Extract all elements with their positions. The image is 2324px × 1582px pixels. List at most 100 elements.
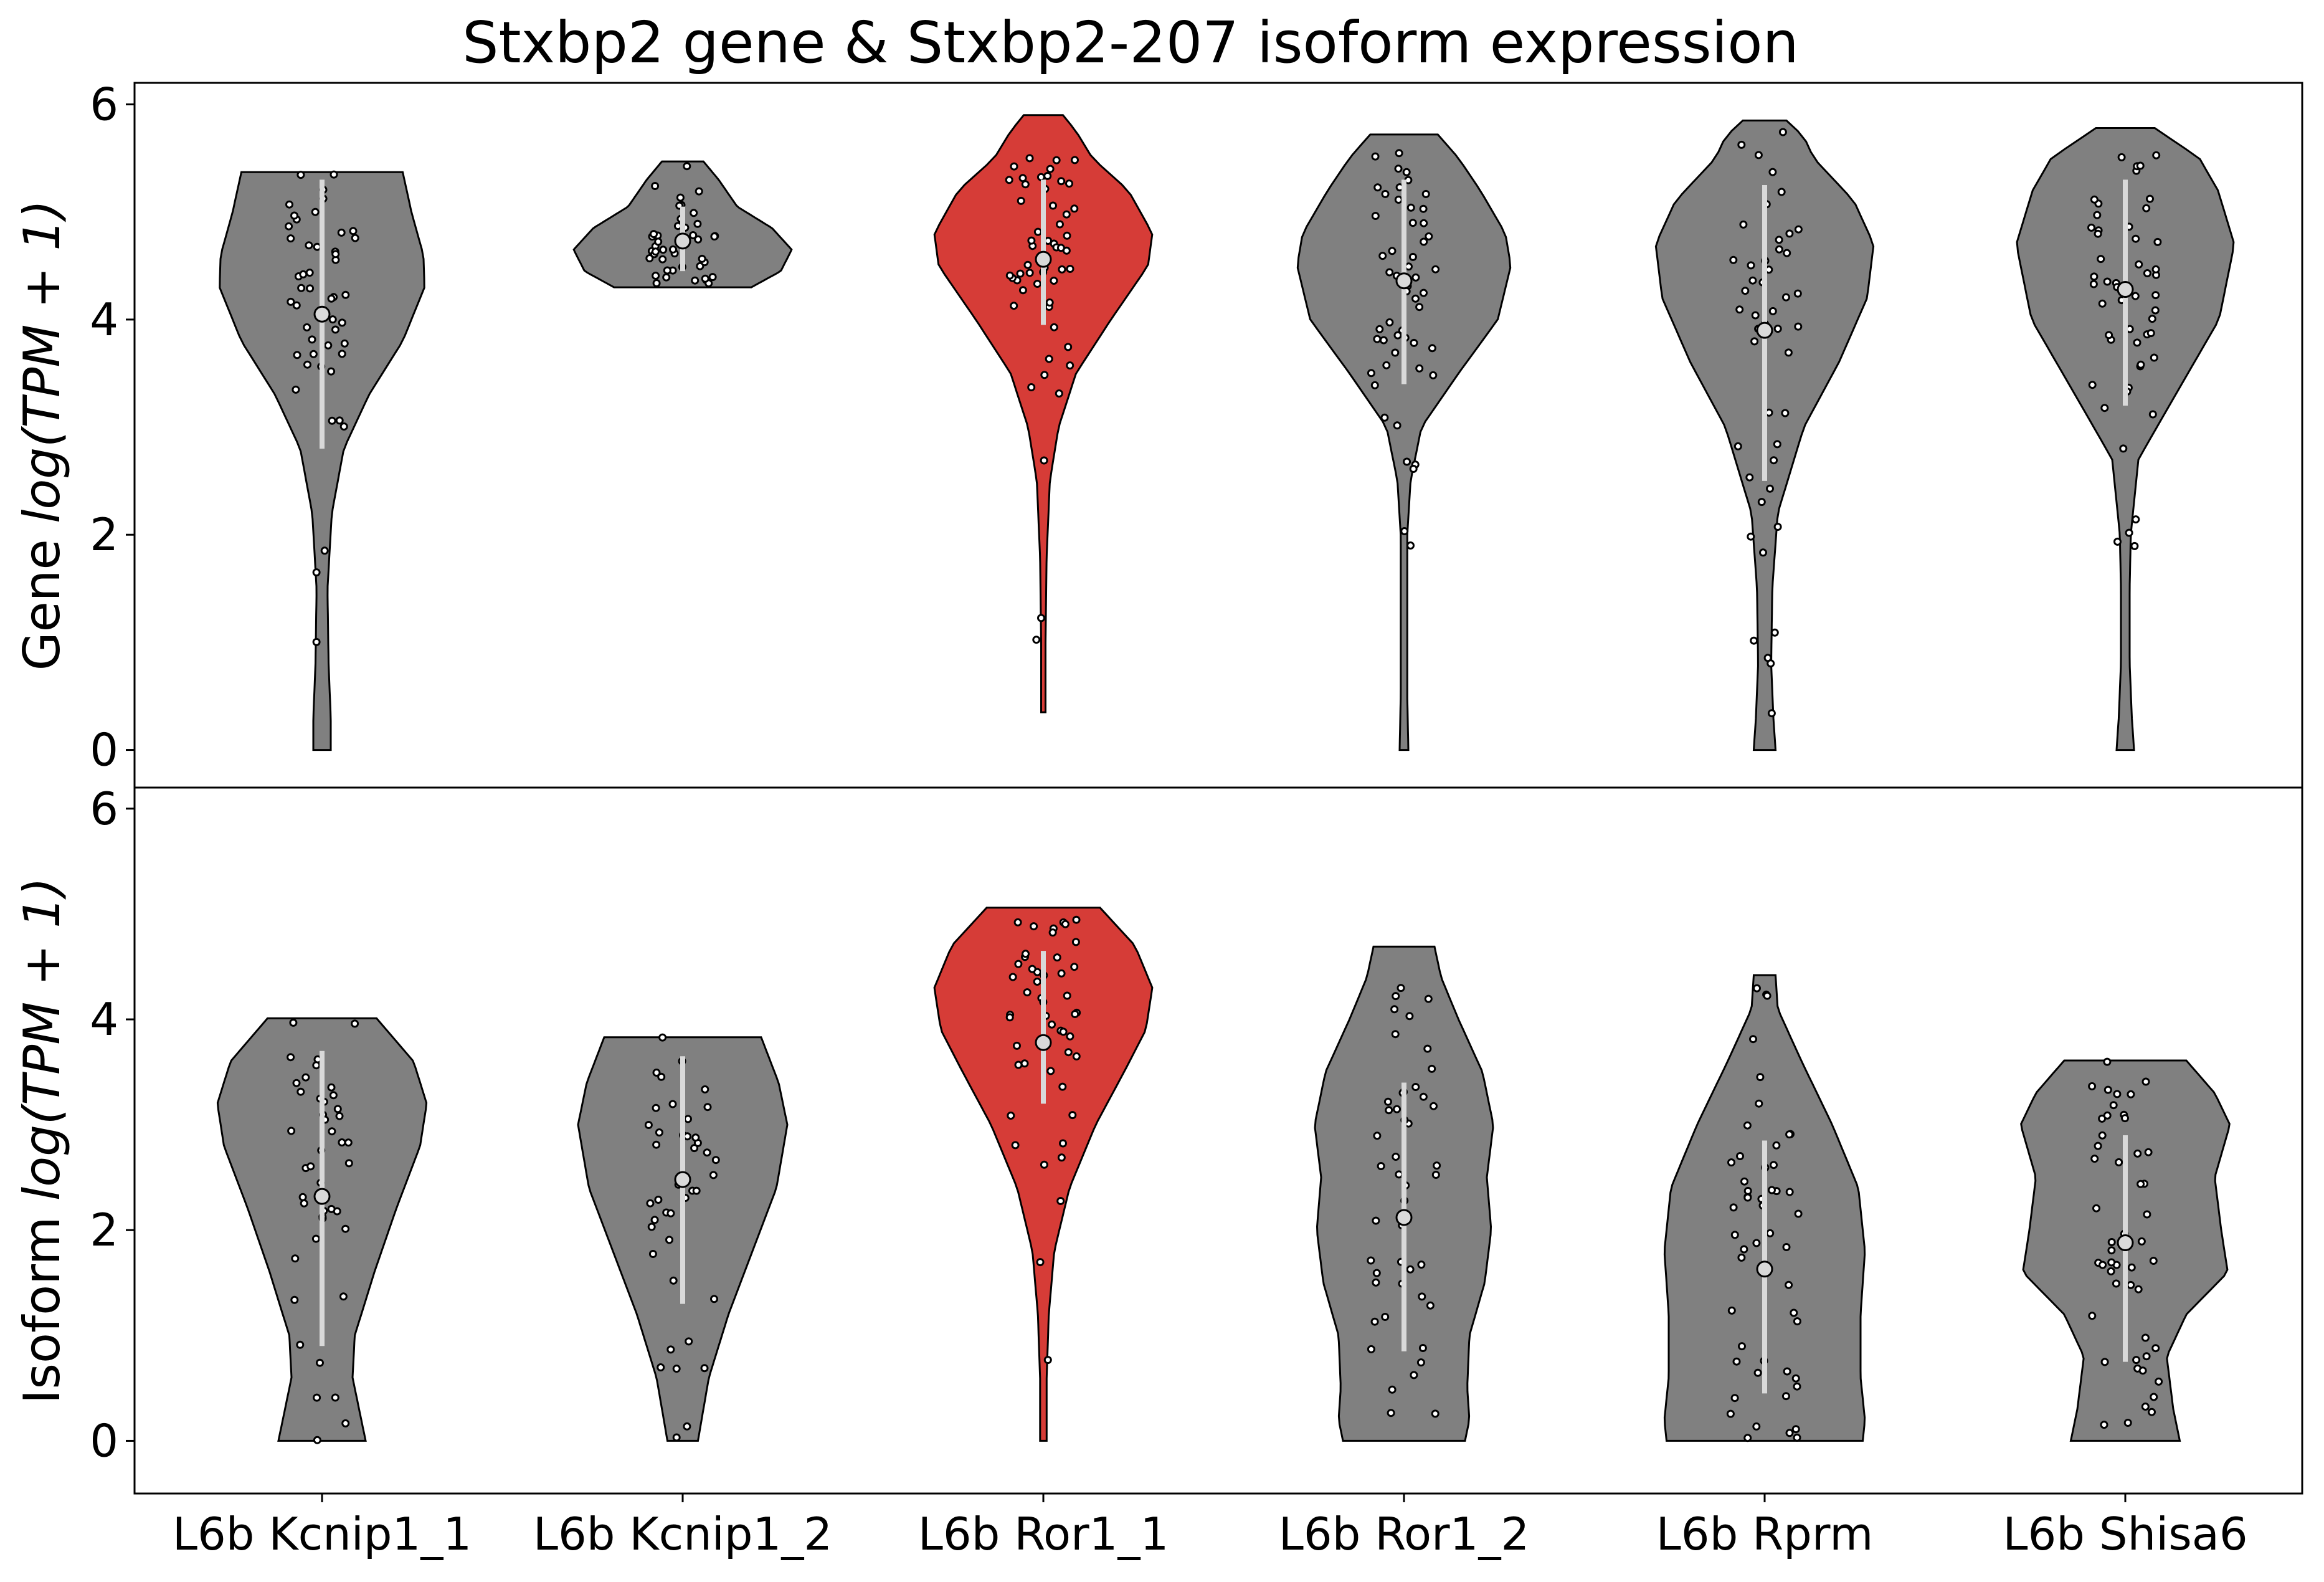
x-tick-label: L6b Kcnip1_1 xyxy=(173,1508,472,1560)
data-point xyxy=(2135,260,2143,269)
data-point xyxy=(1750,636,1758,645)
data-point xyxy=(708,273,717,282)
data-point xyxy=(2137,1237,2146,1246)
data-point xyxy=(1755,1099,1763,1108)
violin-l6b-ror1_2 xyxy=(1296,133,1512,751)
data-point xyxy=(683,162,691,171)
data-point xyxy=(287,234,295,243)
violin-body xyxy=(933,907,1154,1442)
data-point xyxy=(2093,211,2102,219)
data-point xyxy=(351,234,359,242)
data-point xyxy=(1419,204,1428,213)
data-point xyxy=(672,1365,681,1373)
data-point xyxy=(1057,969,1066,978)
data-point xyxy=(1043,1356,1052,1365)
data-point xyxy=(1028,965,1036,973)
data-point xyxy=(327,367,336,376)
data-point xyxy=(650,1216,659,1224)
data-point xyxy=(338,318,346,327)
data-point xyxy=(644,1121,653,1129)
data-point xyxy=(1059,1027,1068,1036)
data-point xyxy=(320,546,329,555)
data-point xyxy=(313,242,321,251)
data-point xyxy=(1057,1153,1066,1162)
data-point xyxy=(691,276,700,285)
data-point xyxy=(308,335,316,344)
violin-l6b-rprm xyxy=(1663,974,1866,1442)
data-point xyxy=(2103,1057,2112,1066)
data-point xyxy=(2137,360,2145,369)
data-point xyxy=(2148,1408,2156,1416)
data-point xyxy=(1409,465,1418,473)
data-point xyxy=(1411,273,1420,282)
data-point xyxy=(2100,404,2109,412)
data-point xyxy=(2141,1333,2150,1342)
data-point xyxy=(2133,1149,2142,1158)
data-point xyxy=(1417,1260,1426,1269)
data-point xyxy=(298,1193,307,1201)
median-marker xyxy=(1035,250,1052,268)
data-point xyxy=(2090,272,2099,281)
data-point xyxy=(329,1091,338,1100)
data-point xyxy=(1737,1253,1746,1262)
data-point xyxy=(1416,1358,1425,1367)
data-point xyxy=(2143,269,2151,277)
data-point xyxy=(301,1073,310,1082)
data-point xyxy=(2088,1312,2097,1320)
median-marker xyxy=(674,232,691,250)
data-point xyxy=(2100,1358,2109,1366)
data-point xyxy=(1393,1105,1402,1113)
axes-frame xyxy=(133,786,2303,1495)
data-point xyxy=(1785,1280,1793,1289)
data-point xyxy=(337,228,346,237)
y-axis-label: Isoform log(TPM + 1) xyxy=(13,877,71,1404)
violin-l6b-kcnip1_1 xyxy=(216,1017,428,1444)
data-point xyxy=(1740,1177,1748,1186)
y-tick-label: 6 xyxy=(90,783,118,835)
data-point xyxy=(1791,1374,1800,1383)
median-marker xyxy=(2117,1234,2134,1252)
data-point xyxy=(703,1148,711,1157)
data-point xyxy=(293,351,301,360)
data-point xyxy=(696,262,704,270)
data-point xyxy=(1387,1409,1395,1418)
data-point xyxy=(2151,306,2160,315)
data-point xyxy=(2089,280,2098,288)
data-point xyxy=(1372,1278,1380,1287)
data-point xyxy=(2127,1263,2136,1272)
data-point xyxy=(1790,1308,1798,1317)
data-point xyxy=(1070,204,1079,213)
data-point xyxy=(1056,220,1064,229)
data-point xyxy=(2092,1204,2100,1213)
data-point xyxy=(1379,336,1388,345)
data-point xyxy=(676,193,685,202)
data-point xyxy=(1782,1243,1791,1251)
data-point xyxy=(2107,1267,2115,1275)
data-point xyxy=(340,339,349,348)
data-point xyxy=(1745,473,1754,482)
data-point xyxy=(1375,325,1384,333)
data-point xyxy=(2088,381,2097,389)
data-point xyxy=(1737,140,1746,149)
data-point xyxy=(2099,1260,2107,1269)
data-point xyxy=(658,1033,667,1042)
data-point xyxy=(700,1364,709,1373)
violin-l6b-rprm xyxy=(1654,119,1875,751)
data-point xyxy=(290,211,298,220)
data-point xyxy=(1783,249,1791,257)
median-marker xyxy=(1756,1260,1773,1278)
data-point xyxy=(665,1236,673,1244)
data-point xyxy=(1392,992,1400,1001)
data-point xyxy=(1395,1170,1403,1179)
data-point xyxy=(1429,371,1438,379)
violin-l6b-kcnip1_2 xyxy=(577,1033,789,1442)
data-point xyxy=(1022,950,1030,958)
data-point xyxy=(2098,299,2107,308)
data-point xyxy=(1730,1231,1739,1239)
data-point xyxy=(692,1186,701,1195)
data-point xyxy=(1056,1197,1065,1205)
data-point xyxy=(1030,922,1038,931)
data-point xyxy=(2131,292,2140,300)
data-point xyxy=(2121,1114,2129,1123)
data-point xyxy=(1418,1292,1426,1301)
